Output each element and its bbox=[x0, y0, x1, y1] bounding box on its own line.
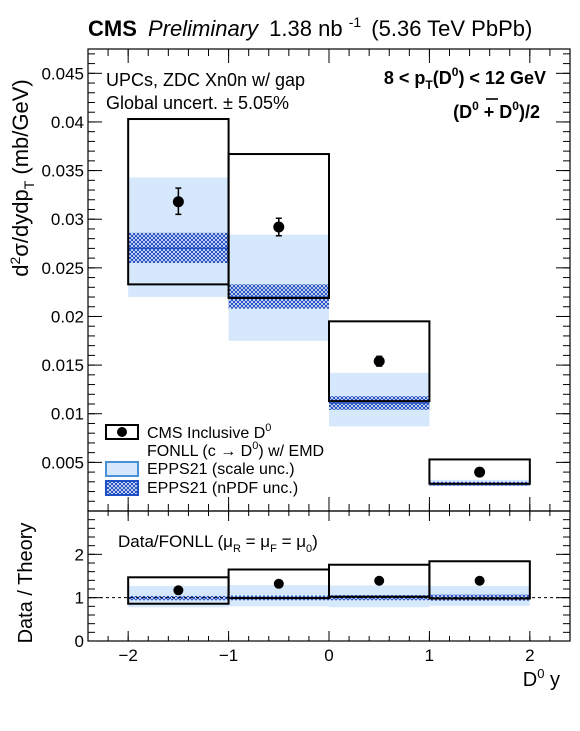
data-points bbox=[172, 187, 486, 478]
top-x-ticks bbox=[107, 49, 551, 511]
top-y-tick-label-6: 0.035 bbox=[41, 162, 84, 181]
legend-entry-scale: EPPS21 (scale unc.) bbox=[105, 461, 295, 478]
x-tick-label-1: −1 bbox=[219, 646, 238, 665]
top-y-tick-label-0: 0.005 bbox=[41, 453, 84, 472]
cms-header: CMS Preliminary 1.38 nb -1 (5.36 TeV PbP… bbox=[88, 7, 532, 41]
lumi-exponent: -1 bbox=[349, 14, 362, 30]
x-tick-label-4: 2 bbox=[525, 646, 534, 665]
legend-npdf-label: EPPS21 (nPDF unc.) bbox=[147, 480, 298, 497]
selection-text: UPCs, ZDC Xn0n w/ gap bbox=[106, 70, 305, 90]
legend-entry-npdf: EPPS21 (nPDF unc.) bbox=[105, 480, 298, 497]
x-tick-label-0: −2 bbox=[118, 646, 137, 665]
top-y-tick-label-5: 0.03 bbox=[51, 210, 84, 229]
top-y-tick-label-7: 0.04 bbox=[51, 113, 84, 132]
systematic-boxes bbox=[127, 118, 531, 485]
bot-data-point-0 bbox=[173, 585, 184, 596]
bot-y-tick-label-0: 0 bbox=[75, 632, 84, 651]
top-pad: 0.005 0.01 0.015 0.02 0.025 0.03 0.035 0.04 0.04… bbox=[7, 48, 571, 512]
top-data-point-2 bbox=[373, 355, 385, 367]
legend-fonll-label: FONLL (c → D0) w/ EMD bbox=[147, 440, 324, 460]
preliminary-label: Preliminary bbox=[148, 16, 260, 41]
ratio-data-points bbox=[173, 575, 485, 596]
top-y-tick-label-3: 0.02 bbox=[51, 307, 84, 326]
uncertainty-text: Global uncert. ± 5.05% bbox=[106, 93, 289, 113]
top-y-tick-label-1: 0.01 bbox=[51, 405, 84, 424]
top-syst-box-1 bbox=[227, 153, 330, 299]
top-y-axis-title: d2σ/dydpT (mb/GeV) bbox=[7, 79, 37, 276]
pt-range-text: 8 < pT(D0) < 12 GeV bbox=[384, 65, 546, 92]
x-axis-title: D0 y bbox=[523, 666, 560, 691]
ratio-y-ticks: 0 1 2 bbox=[75, 519, 570, 651]
bot-data-point-3 bbox=[474, 575, 485, 586]
top-y-tick-label-8: 0.045 bbox=[41, 64, 84, 83]
top-data-point-3 bbox=[474, 466, 486, 478]
top-data-point-1 bbox=[273, 221, 285, 233]
cms-label: CMS bbox=[88, 16, 137, 41]
ratio-x-ticks: −2 −1 0 1 2 bbox=[107, 511, 551, 665]
bot-syst-box-3 bbox=[428, 560, 531, 600]
ratio-y-axis-title: Data / Theory bbox=[15, 523, 37, 644]
top-syst-box-3 bbox=[428, 458, 531, 485]
top-y-ticks: 0.005 0.01 0.015 0.02 0.025 0.03 0.035 0.04 0.04… bbox=[41, 53, 570, 502]
ratio-systematic-boxes bbox=[127, 560, 531, 605]
bot-y-tick-label-2: 2 bbox=[75, 545, 84, 564]
legend-entry-data: CMS Inclusive D0 bbox=[105, 422, 271, 442]
legend: CMS Inclusive D0 FONLL (c → D0) w/ EMD E… bbox=[105, 422, 324, 497]
bot-data-point-2 bbox=[374, 575, 385, 586]
legend-scale-label: EPPS21 (scale unc.) bbox=[147, 461, 295, 478]
x-tick-label-3: 1 bbox=[425, 646, 434, 665]
top-syst-box-2 bbox=[328, 320, 431, 403]
x-tick-label-2: 0 bbox=[324, 646, 333, 665]
ratio-label: Data/FONLL (μR = μF = μ0) bbox=[118, 532, 318, 555]
bot-data-point-1 bbox=[273, 578, 284, 589]
top-y-tick-label-2: 0.015 bbox=[41, 356, 84, 375]
top-data-point-0 bbox=[172, 196, 184, 208]
lumi-value: 1.38 nb bbox=[269, 16, 342, 41]
legend-entry-fonll: FONLL (c → D0) w/ EMD bbox=[147, 440, 324, 460]
legend-data-label: CMS Inclusive D0 bbox=[147, 422, 271, 442]
particle-text: (D0 + D0)/2 bbox=[453, 99, 540, 122]
bot-y-tick-label-1: 1 bbox=[75, 589, 84, 608]
ratio-pad: 0 1 2 −2 −1 0 1 2 Data/FONLL (μR = μF = μ0) Da… bbox=[15, 510, 571, 691]
energy-label: (5.36 TeV PbPb) bbox=[371, 16, 532, 41]
top-y-tick-label-4: 0.025 bbox=[41, 259, 84, 278]
